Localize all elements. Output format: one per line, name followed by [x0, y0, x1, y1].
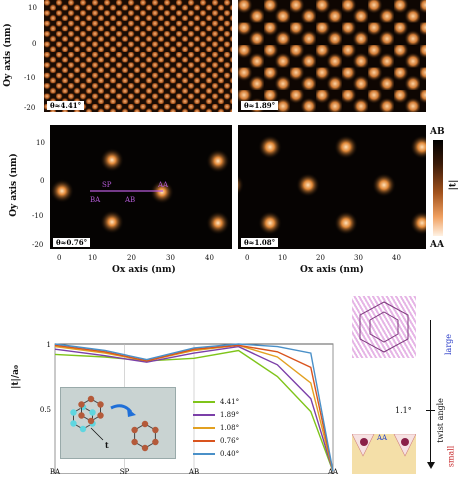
x-tick: 40: [205, 254, 214, 262]
legend-label: 4.41°: [220, 398, 240, 406]
series-line-076: [54, 344, 334, 472]
x-tick: 20: [127, 254, 136, 262]
lattice-inset: t: [60, 387, 176, 459]
map-panel-4-41: θ≈4.41°: [44, 0, 232, 112]
scale-arrow: [430, 320, 431, 466]
moire-large-angle-illustration: [352, 296, 416, 358]
scale-middle-label: twist angle: [435, 398, 445, 443]
hopping-t-label: t: [105, 440, 109, 450]
bilayer-lattice-diagram: [70, 395, 159, 452]
x-tick: 40: [392, 254, 401, 262]
path-label-ba: BA: [90, 196, 101, 204]
legend-swatch: [193, 414, 215, 416]
scale-small-label: small: [446, 445, 456, 468]
moire-pattern-0-76: SP AA BA AB: [50, 125, 232, 249]
legend-swatch: [193, 453, 215, 455]
series-line-441: [54, 349, 334, 472]
panel-label: θ≈1.08°: [241, 238, 279, 247]
chart-x-tick: AA: [327, 468, 339, 474]
legend-swatch: [193, 401, 215, 403]
x-axis-title-left: Ox axis (nm): [112, 265, 176, 275]
map-panel-1-89: θ≈1.89°: [238, 0, 426, 112]
chart-y-tick: 1: [47, 341, 51, 349]
y-tick: -10: [32, 212, 44, 220]
legend-swatch: [193, 427, 215, 429]
colorbar-top-label: AB: [430, 127, 445, 137]
series-line-189: [54, 345, 334, 472]
y-tick: -20: [24, 104, 36, 112]
legend-label: 1.89°: [220, 411, 240, 419]
y-axis-title-middle: Oy axis (nm): [8, 153, 19, 217]
scale-value-label: 1.1°: [395, 406, 412, 415]
x-tick: 10: [278, 254, 287, 262]
lattice-hexagon-bottom-layer: [70, 403, 96, 433]
scale-value-tick: [426, 410, 435, 411]
legend-swatch: [193, 440, 215, 442]
y-tick: 0: [32, 40, 37, 48]
path-label-sp: SP: [102, 181, 112, 189]
hopping-vector: [90, 427, 104, 441]
colorbar: [433, 140, 443, 236]
colorbar-bottom-label: AA: [430, 240, 444, 250]
x-tick: 10: [88, 254, 97, 262]
chart-x-tick: SP: [120, 468, 130, 474]
legend-label: 1.08°: [220, 424, 240, 432]
map-panel-0-76: SP AA BA AB θ≈0.76°: [50, 125, 232, 249]
lattice-hexagon-rotated: [131, 420, 159, 452]
twist-arrow-head: [127, 408, 136, 417]
x-tick: 0: [57, 254, 62, 262]
moire-pattern-1-89: [238, 0, 426, 112]
scale-large-label: large: [444, 333, 454, 356]
chart-y-tick: 0.5: [40, 406, 51, 414]
panel-label: θ≈4.41°: [47, 101, 85, 110]
x-tick: 30: [354, 254, 363, 262]
path-label-ab: AB: [124, 196, 135, 204]
colorbar-middle-label: |t|: [448, 179, 459, 191]
chart-x-tick: AB: [188, 468, 199, 474]
panel-label: θ≈1.89°: [241, 101, 279, 110]
chart-legend: 4.41° 1.89° 1.08° 0.76° 0.40°: [193, 397, 263, 469]
map-panel-1-08: θ≈1.08°: [238, 125, 426, 249]
panel-label: θ≈0.76°: [53, 238, 91, 247]
moire-small-angle-illustration: AA: [351, 433, 417, 474]
series-line-040: [54, 343, 334, 472]
aa-region-label: AA: [377, 434, 388, 442]
moire-pattern-4-41: [44, 0, 232, 112]
path-label-aa: AA: [157, 181, 169, 189]
lattice-hexagon-top-layer: [78, 395, 104, 425]
y-tick: 0: [40, 177, 45, 185]
y-axis-title-top: Oy axis (nm): [2, 23, 13, 87]
x-axis-title-right: Ox axis (nm): [300, 265, 364, 275]
y-tick: -10: [24, 74, 36, 82]
x-tick: 20: [316, 254, 325, 262]
moire-pattern-1-08: [238, 125, 426, 249]
hexagon-overlay: [359, 301, 409, 353]
scale-arrow-head: [427, 462, 435, 469]
y-tick: 10: [36, 139, 45, 147]
legend-label: 0.76°: [220, 437, 240, 445]
legend-label: 0.40°: [220, 450, 240, 458]
x-tick: 30: [166, 254, 175, 262]
chart-x-tick: BA: [50, 468, 61, 474]
y-tick: -20: [32, 241, 44, 249]
x-tick: 0: [245, 254, 250, 262]
aa-region-diagram: [351, 433, 417, 457]
y-tick: 10: [28, 4, 37, 12]
